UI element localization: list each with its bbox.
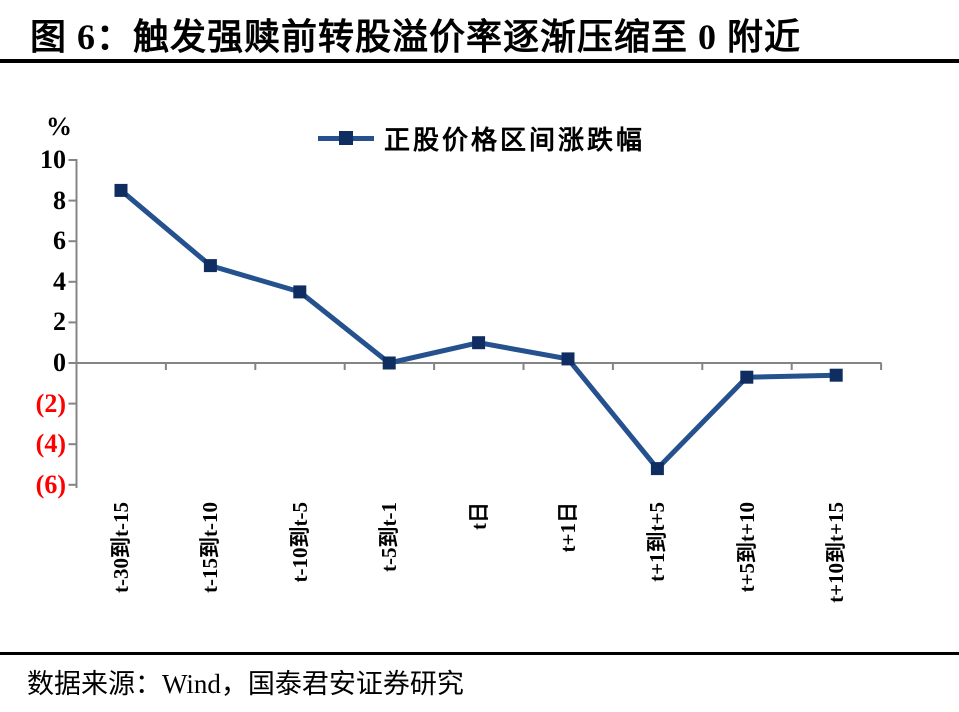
data-point-marker — [382, 356, 396, 370]
data-point-marker — [829, 368, 843, 382]
y-axis-tick-label: (4) — [35, 429, 66, 459]
y-axis-tick-label: 0 — [53, 348, 66, 377]
legend-line-swatch — [318, 130, 374, 145]
y-axis-tick-label: 4 — [53, 266, 66, 296]
title-divider-line — [0, 59, 959, 63]
y-axis-tick-label: (6) — [35, 469, 66, 499]
data-point-marker — [650, 462, 664, 476]
y-axis-tick-label: 2 — [53, 307, 66, 337]
x-axis-label: t+10到t+15 — [824, 502, 849, 603]
y-axis-tick-label: 10 — [40, 145, 66, 174]
x-axis-label: t+1日 — [556, 502, 580, 553]
footer-divider-line — [0, 652, 959, 655]
data-point-marker — [561, 352, 575, 366]
x-axis-label: t+1到t+5 — [645, 502, 670, 582]
x-axis-label: t-10到t-5 — [287, 502, 312, 583]
legend-series-label: 正股价格区间涨跌幅 — [384, 125, 646, 155]
x-axis-label: t日 — [466, 502, 491, 530]
x-axis-label: t-30到t-15 — [109, 502, 133, 593]
data-source-note: 数据来源：Wind，国泰君安证券研究 — [27, 669, 464, 699]
data-point-marker — [114, 183, 128, 197]
x-axis-label: t+5到t+10 — [734, 502, 759, 593]
data-point-marker — [203, 259, 217, 273]
x-axis-label: t-15到t-10 — [198, 502, 223, 593]
y-axis-tick-label: 8 — [53, 185, 66, 215]
data-point-marker — [472, 336, 486, 350]
data-point-marker — [293, 285, 307, 299]
y-axis-tick-label: 6 — [53, 226, 66, 256]
series-line — [119, 188, 837, 473]
y-axis-unit-label: % — [46, 112, 72, 141]
y-axis-tick-label: (2) — [35, 388, 66, 418]
x-axis-label: t-5到t-1 — [377, 502, 402, 572]
chart-legend: 正股价格区间涨跌幅 — [318, 119, 645, 157]
figure-title: 图 6：触发强赎前转股溢价率逐渐压缩至 0 附近 — [30, 17, 802, 57]
legend-square-marker-icon — [339, 130, 353, 145]
data-point-marker — [740, 370, 754, 384]
